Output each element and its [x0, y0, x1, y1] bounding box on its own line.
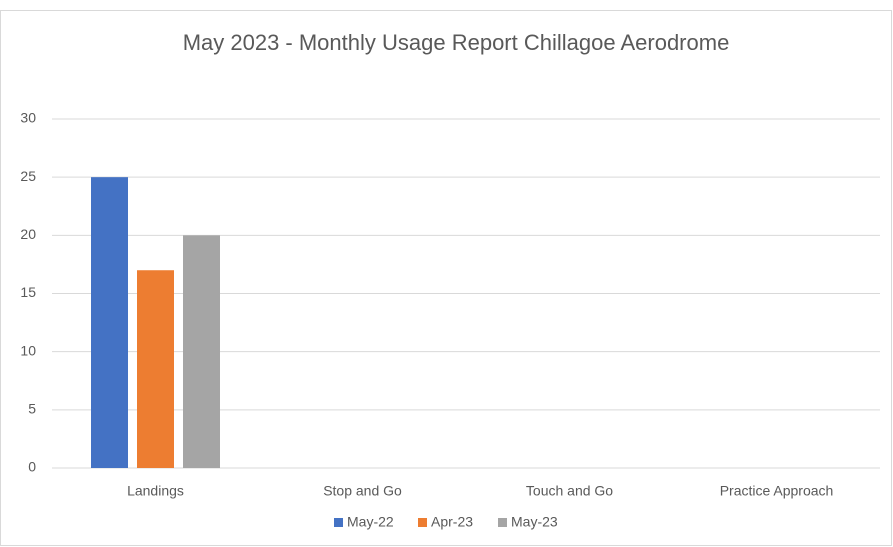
chart-border	[0, 10, 892, 546]
legend-swatch	[418, 518, 427, 527]
chart-title: May 2023 - Monthly Usage Report Chillago…	[183, 30, 730, 55]
legend-label: May-23	[511, 514, 558, 530]
bar	[91, 177, 128, 468]
legend-label: May-22	[347, 514, 394, 530]
y-tick-label: 25	[20, 168, 36, 184]
legend-swatch	[334, 518, 343, 527]
x-tick-label: Stop and Go	[323, 483, 402, 499]
legend-swatch	[498, 518, 507, 527]
x-tick-label: Landings	[127, 483, 184, 499]
bar	[183, 235, 220, 468]
x-tick-label: Touch and Go	[526, 483, 613, 499]
y-tick-label: 15	[20, 284, 36, 300]
x-tick-label: Practice Approach	[720, 483, 834, 499]
bar	[137, 270, 174, 468]
y-tick-label: 10	[20, 342, 36, 358]
y-tick-label: 20	[20, 226, 36, 242]
y-tick-label: 0	[28, 459, 36, 475]
legend-label: Apr-23	[431, 514, 473, 530]
y-tick-label: 30	[20, 110, 36, 126]
y-tick-label: 5	[28, 401, 36, 417]
